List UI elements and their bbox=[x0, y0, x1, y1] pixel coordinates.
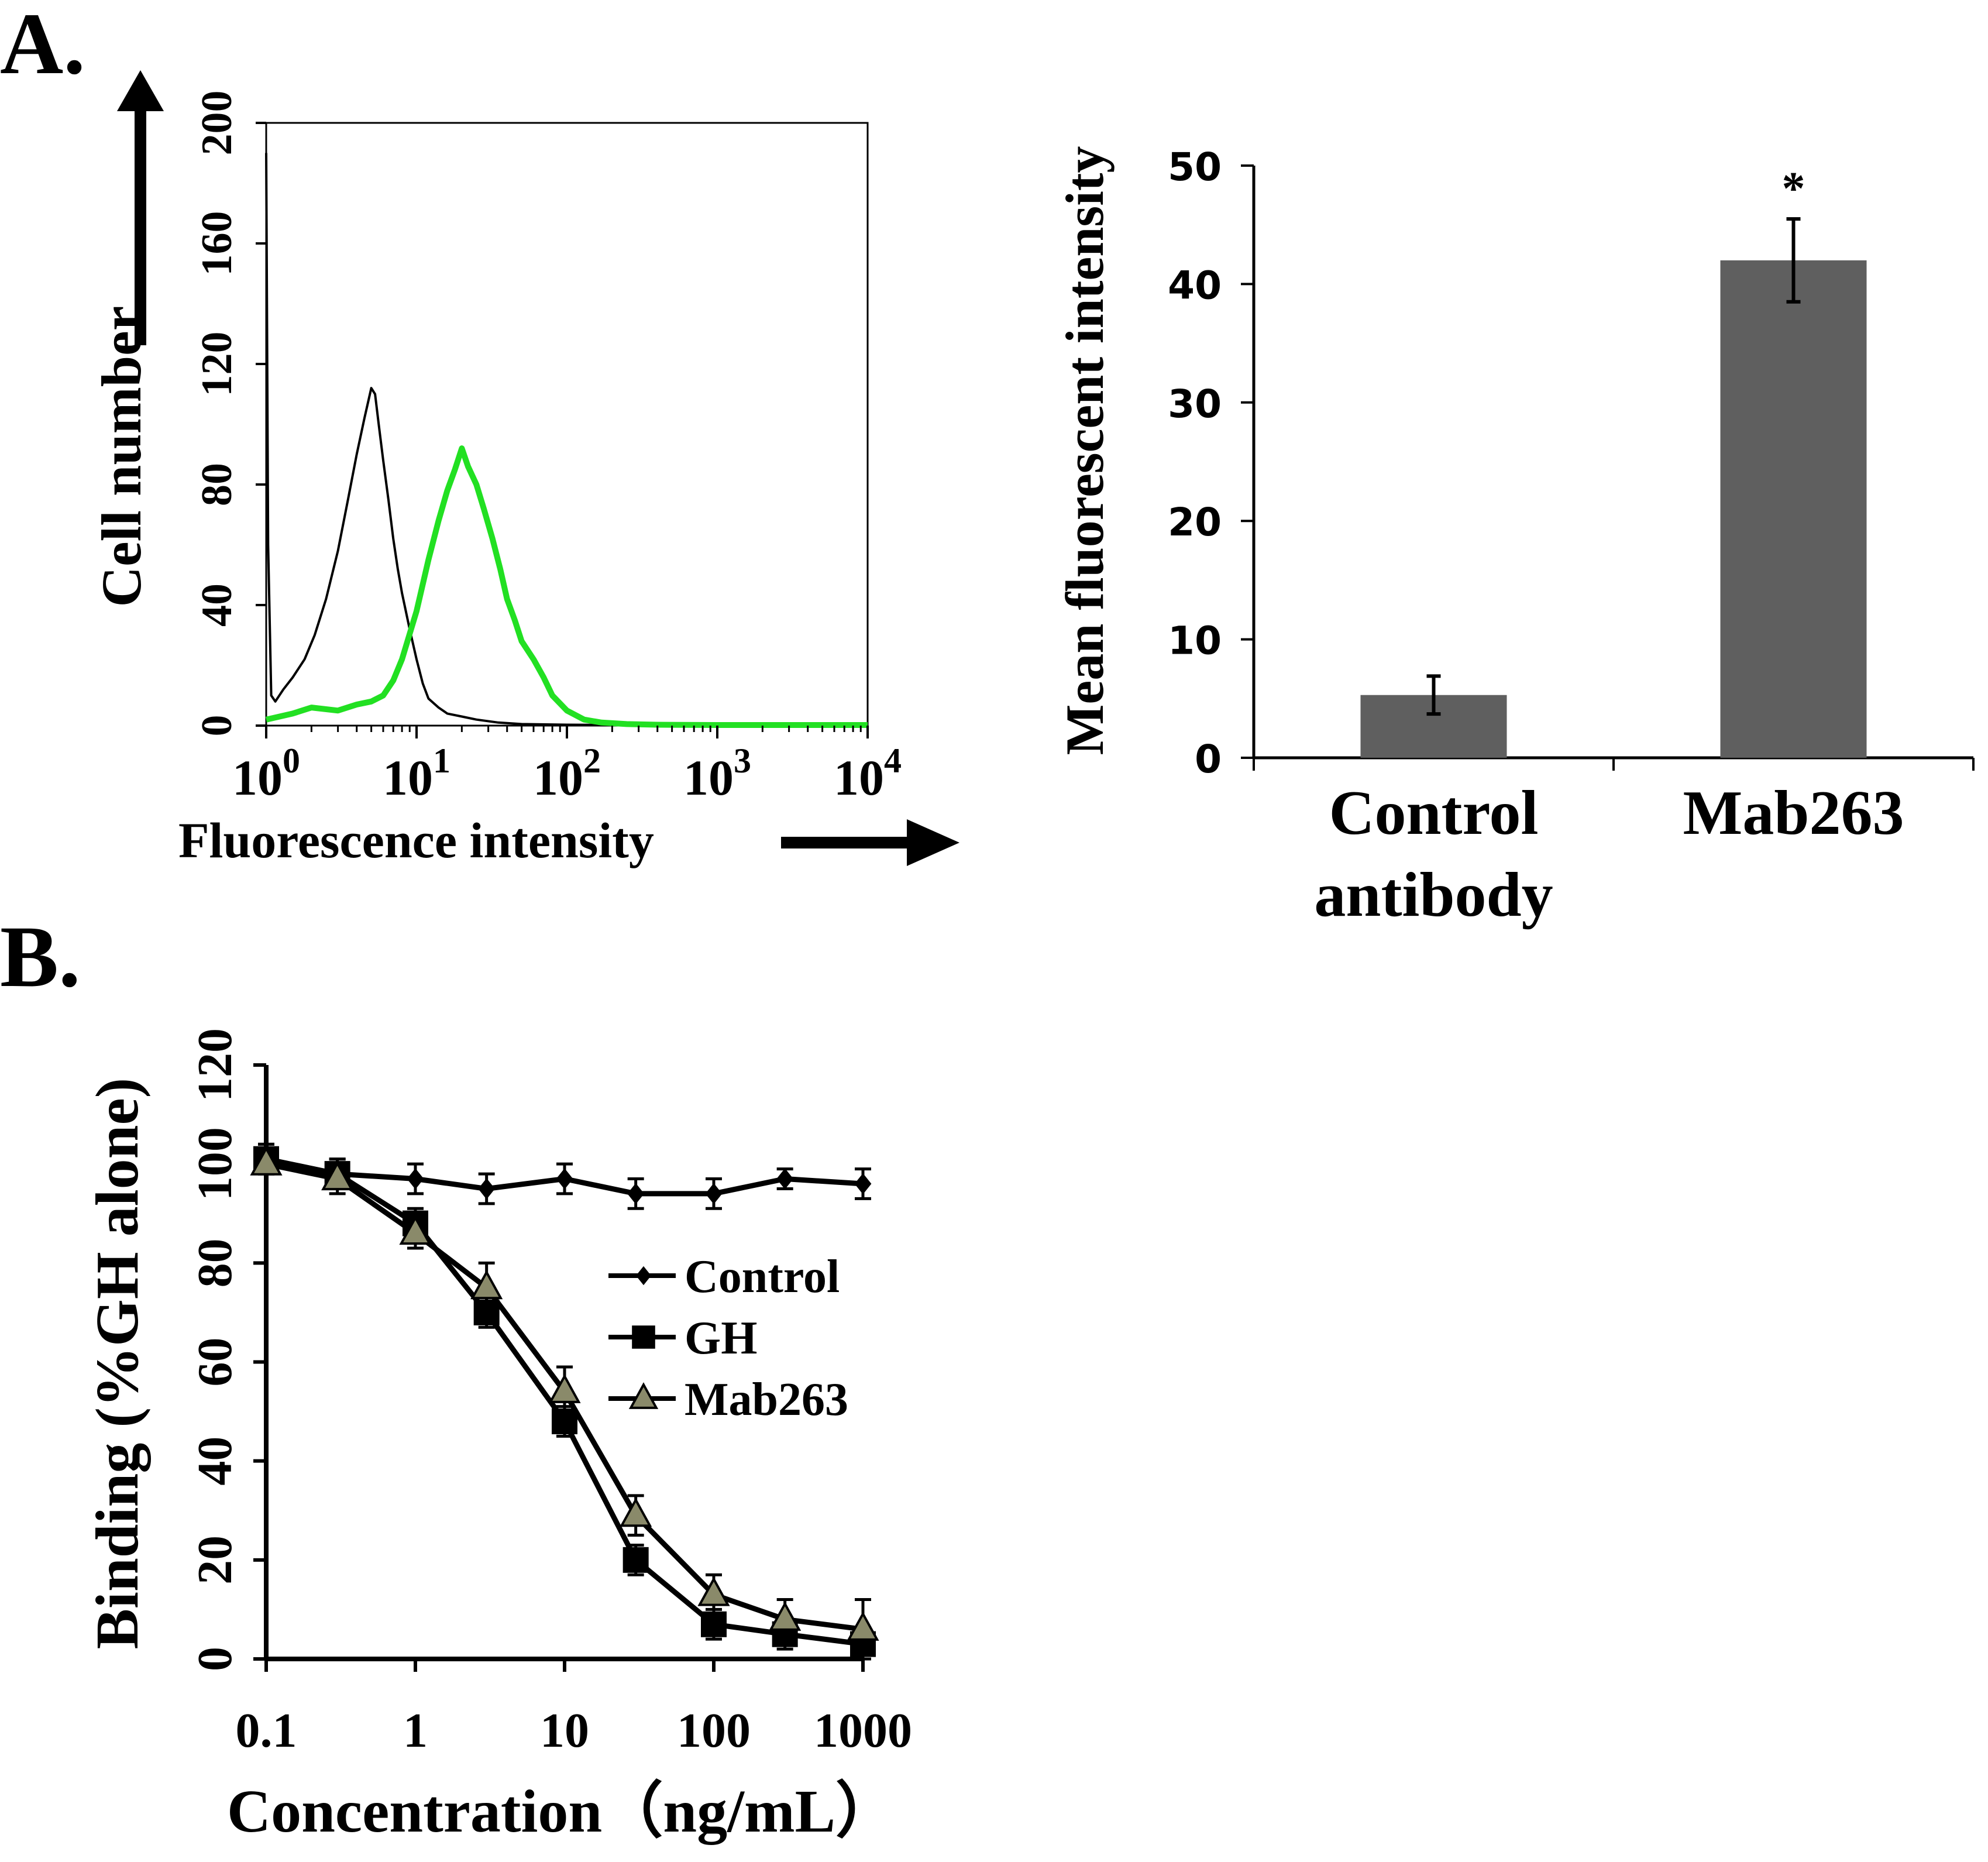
y-axis-title: Cell number bbox=[90, 306, 153, 607]
arrow-head bbox=[907, 819, 959, 866]
data-point-square bbox=[622, 1547, 649, 1573]
x-tick-label: 100 bbox=[232, 741, 300, 806]
y-tick-label: 60 bbox=[188, 1338, 242, 1387]
y-tick-label: 0 bbox=[1195, 737, 1222, 782]
y-tick-label: 40 bbox=[188, 1437, 242, 1486]
y-tick-label: 100 bbox=[188, 1127, 242, 1201]
y-axis-title: Mean fluorescent intensity bbox=[1055, 146, 1115, 755]
x-tick-label: 100 bbox=[677, 1703, 751, 1758]
x-tick-label: 101 bbox=[383, 741, 450, 806]
control-histogram-curve bbox=[265, 153, 868, 727]
y-tick-label: 40 bbox=[193, 583, 241, 627]
data-point-triangle bbox=[620, 1497, 652, 1527]
x-tick-label: 1000 bbox=[814, 1703, 912, 1758]
data-point-triangle bbox=[470, 1270, 503, 1300]
significance-asterisk: * bbox=[1782, 163, 1805, 215]
arrow-shaft bbox=[135, 105, 146, 345]
y-axis-arrow bbox=[117, 70, 164, 345]
x-axis-title: Concentration（ng/mL） bbox=[227, 1778, 896, 1845]
x-tick-label: 103 bbox=[683, 741, 751, 806]
data-point-diamond bbox=[627, 1183, 645, 1204]
legend-marker-triangle bbox=[628, 1382, 659, 1409]
y-tick-label: 120 bbox=[193, 332, 241, 397]
legend-label: Control bbox=[685, 1251, 840, 1303]
mab263-histogram-curve bbox=[265, 445, 868, 728]
y-tick-label: 80 bbox=[188, 1238, 242, 1287]
arrow-head bbox=[117, 70, 164, 111]
y-tick-label: 30 bbox=[1168, 382, 1222, 427]
y-tick-label: 20 bbox=[1168, 500, 1222, 545]
y-axis-title: Binding (%GH alone) bbox=[84, 1078, 151, 1650]
tick-exponent: 3 bbox=[734, 741, 751, 780]
tick-base: 10 bbox=[383, 750, 433, 806]
y-tick-label: 0 bbox=[193, 715, 241, 737]
y-tick-label: 160 bbox=[193, 211, 241, 276]
x-axis-arrow bbox=[781, 819, 959, 866]
y-tick-label: 40 bbox=[1168, 263, 1222, 308]
y-tick-label: 0 bbox=[188, 1647, 242, 1671]
legend: Control GH Mab263 bbox=[608, 1251, 848, 1425]
y-tick-label: 80 bbox=[193, 463, 241, 506]
tick-base: 10 bbox=[834, 750, 884, 806]
bar-chart-panel: 0 10 20 30 40 50 Control antibody * Mab263 Mean fl… bbox=[1055, 145, 1975, 930]
arrow-shaft bbox=[781, 837, 913, 848]
data-point-diamond bbox=[478, 1178, 496, 1200]
panel-label-b: B. bbox=[0, 908, 81, 1005]
data-point-diamond bbox=[776, 1168, 794, 1190]
panel-label-a: A. bbox=[0, 0, 85, 92]
histogram-frame bbox=[265, 122, 869, 727]
data-point-diamond bbox=[705, 1183, 723, 1204]
data-point-diamond bbox=[556, 1168, 573, 1190]
data-point-triangle bbox=[250, 1146, 283, 1176]
x-tick-label: 104 bbox=[834, 741, 902, 806]
legend-marker-square bbox=[632, 1325, 655, 1349]
x-axis-title: Fluorescence intensity bbox=[178, 812, 654, 868]
series-mab263 bbox=[250, 1146, 879, 1661]
y-tick-label: 200 bbox=[193, 91, 241, 156]
data-point-diamond bbox=[854, 1173, 872, 1194]
tick-exponent: 2 bbox=[583, 741, 601, 780]
x-tick-label: 102 bbox=[533, 741, 601, 806]
y-tick-label: 120 bbox=[188, 1028, 242, 1102]
data-point-triangle bbox=[769, 1601, 802, 1631]
data-point-diamond bbox=[407, 1168, 424, 1190]
y-tick-label: 50 bbox=[1168, 145, 1222, 190]
category-label: Control bbox=[1329, 778, 1538, 848]
bar bbox=[1720, 260, 1867, 758]
x-tick-label: 0.1 bbox=[236, 1703, 297, 1758]
legend-label: Mab263 bbox=[685, 1374, 848, 1425]
x-tick-label: 1 bbox=[403, 1703, 428, 1758]
tick-base: 10 bbox=[533, 750, 583, 806]
tick-base: 10 bbox=[683, 750, 734, 806]
tick-exponent: 0 bbox=[283, 741, 300, 780]
category-label: antibody bbox=[1314, 860, 1553, 930]
data-point-triangle bbox=[399, 1215, 432, 1245]
tick-exponent: 4 bbox=[884, 741, 902, 780]
y-tick-label: 10 bbox=[1168, 619, 1222, 664]
data-point-triangle bbox=[548, 1373, 581, 1403]
legend-marker-diamond bbox=[636, 1266, 651, 1286]
category-label: Mab263 bbox=[1683, 778, 1904, 848]
data-point-triangle bbox=[321, 1160, 354, 1191]
data-point-triangle bbox=[697, 1576, 730, 1606]
tick-base: 10 bbox=[232, 750, 283, 806]
data-point-triangle bbox=[847, 1611, 879, 1641]
line-chart-panel: B. 0 20 40 60 80 100 120 0.1 1 10 100 1000 Control GH M… bbox=[0, 908, 912, 1845]
legend-label: GH bbox=[685, 1313, 757, 1364]
tick-exponent: 1 bbox=[433, 741, 450, 780]
x-tick-label: 10 bbox=[540, 1703, 589, 1758]
y-tick-label: 20 bbox=[188, 1535, 242, 1585]
